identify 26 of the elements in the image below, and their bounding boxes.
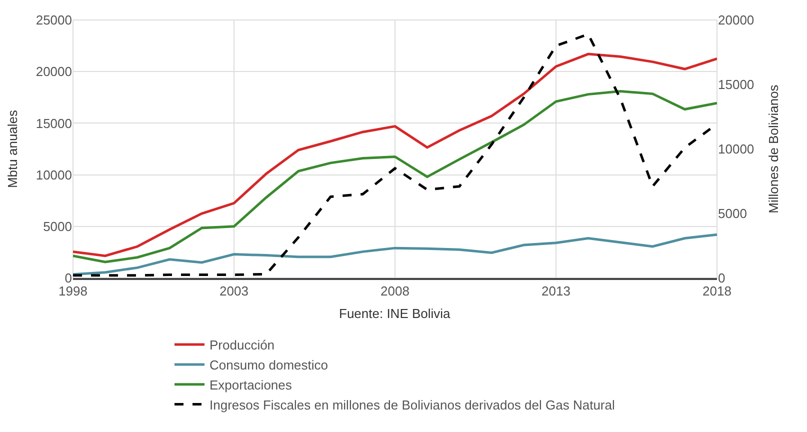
line-series	[73, 52, 717, 258]
source-note: Fuente: INE Bolivia	[339, 306, 452, 321]
y2-tick-label: 10000	[718, 142, 754, 157]
y-axis-title: Mbtu anuales	[4, 109, 20, 188]
y2-tick-label: 5000	[718, 206, 747, 222]
y-tick-label: 15000	[36, 116, 72, 131]
y-tick-label: 25000	[36, 12, 72, 28]
y2-axis-title: Millones de Bolivianos	[766, 84, 781, 214]
y2-tick-label: 15000	[718, 77, 754, 92]
y-tick-label: 5000	[43, 218, 72, 234]
y2-tick-label: 0	[718, 270, 726, 286]
legend-label: Exportaciones	[210, 377, 292, 392]
line-series	[73, 90, 717, 264]
x-tick-label: 2008	[380, 284, 410, 299]
y-tick-label: 20000	[36, 64, 72, 80]
line-series	[73, 233, 717, 276]
x-tick-label: 2003	[220, 284, 248, 299]
y-tick-label: 10000	[36, 167, 72, 182]
legend-label: Producción	[210, 338, 275, 353]
legend-label: Ingresos Fiscales en millones de Bolivianos derivados del Gas Natural	[210, 397, 615, 412]
legend-label: Consumo domestico	[210, 358, 328, 373]
x-tick-label: 1998	[58, 284, 88, 299]
y2-tick-label: 20000	[718, 12, 754, 28]
x-tick-label: 2013	[542, 284, 570, 299]
y-tick-label: 0	[64, 270, 72, 286]
x-tick-label: 2018	[702, 284, 732, 299]
